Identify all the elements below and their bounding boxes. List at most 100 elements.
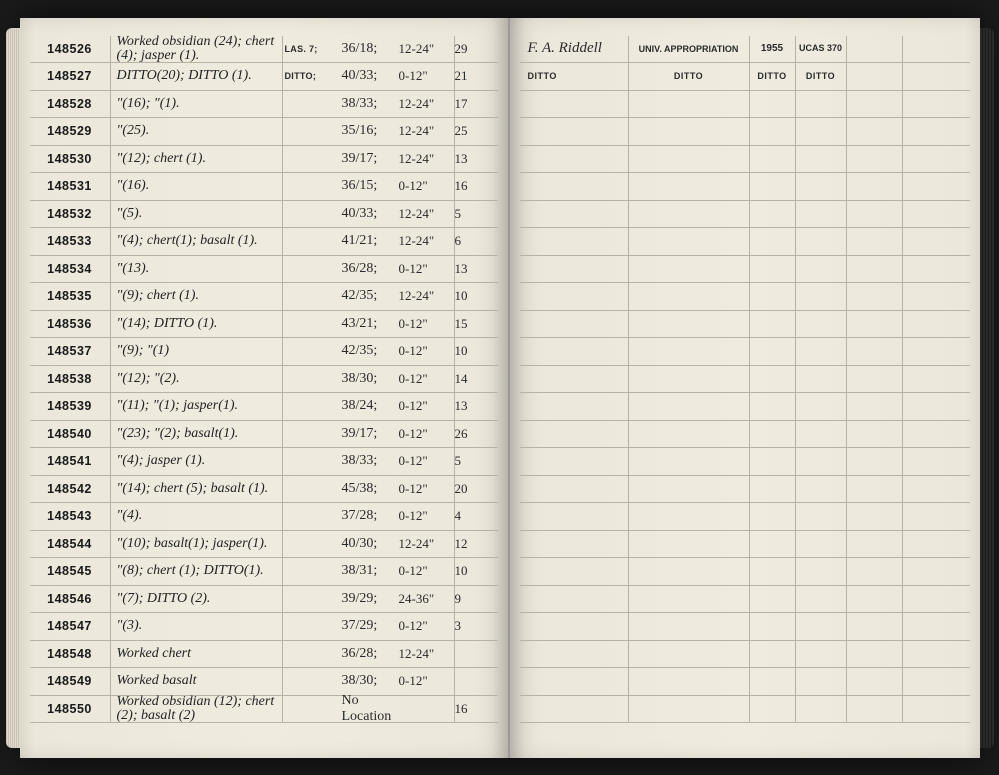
depth-col: 0-12" xyxy=(397,673,454,689)
description: "(7); DITTO (2). xyxy=(111,592,282,606)
ledger-row-right xyxy=(520,421,970,449)
description: "(4); chert(1); basalt (1). xyxy=(111,234,282,248)
code-col: DITTO xyxy=(796,72,846,81)
catalog-id: 148531 xyxy=(30,179,110,193)
right-page: F. A. RiddellUNIV. APPROPRIATION1955UCAS… xyxy=(510,18,980,758)
ledger-row: 148543"(4).37/28;0-12"4 xyxy=(30,503,498,531)
description: "(16). xyxy=(111,179,282,193)
catalog-id: 148526 xyxy=(30,42,110,56)
catalog-id: 148527 xyxy=(30,69,110,83)
page-spread: 148526Worked obsidian (24); chert (4); j… xyxy=(20,18,980,758)
catalog-id: 148540 xyxy=(30,427,110,441)
ledger-row: 148530"(12); chert (1).39/17;12-24"13 xyxy=(30,146,498,174)
depth-col: 12-24" xyxy=(397,123,454,139)
location-col: 40/33; xyxy=(340,206,397,222)
count-col: 13 xyxy=(455,261,483,277)
depth-col: 0-12" xyxy=(397,618,454,634)
description: "(14); DITTO (1). xyxy=(111,317,282,331)
location-col: 38/30; xyxy=(340,673,397,689)
ledger-row-right xyxy=(520,201,970,229)
depth-col: 0-12" xyxy=(397,508,454,524)
ledger-row: 148528"(16); "(1).38/33;12-24"17 xyxy=(30,91,498,119)
ledger-row-right xyxy=(520,311,970,339)
description: "(5). xyxy=(111,207,282,221)
ledger-row: 148535"(9); chert (1).42/35;12-24"10 xyxy=(30,283,498,311)
catalog-id: 148538 xyxy=(30,372,110,386)
depth-col: 12-24" xyxy=(397,288,454,304)
ledger-row-right xyxy=(520,338,970,366)
description: "(9); "(1) xyxy=(111,344,282,358)
catalog-id: 148550 xyxy=(30,702,110,716)
ledger-row-right xyxy=(520,228,970,256)
count-col: 16 xyxy=(455,701,483,717)
ledger-row-right xyxy=(520,448,970,476)
depth-col: 0-12" xyxy=(397,261,454,277)
ledger-row-right xyxy=(520,531,970,559)
ledger-row: 148534"(13).36/28;0-12"13 xyxy=(30,256,498,284)
description: "(25). xyxy=(111,124,282,138)
count-col: 20 xyxy=(455,481,483,497)
ledger-row: 148539"(11); "(1); jasper(1).38/24;0-12"… xyxy=(30,393,498,421)
ledger-row-right xyxy=(520,393,970,421)
description: "(10); basalt(1); jasper(1). xyxy=(111,537,282,551)
ledger-row-right xyxy=(520,91,970,119)
description: "(14); chert (5); basalt (1). xyxy=(111,482,282,496)
site-col: DITTO; xyxy=(283,71,340,81)
count-col: 10 xyxy=(455,288,483,304)
description: Worked basalt xyxy=(111,674,282,688)
depth-col: 0-12" xyxy=(397,426,454,442)
ledger-row-right xyxy=(520,146,970,174)
ledger-row-right xyxy=(520,696,970,724)
location-col: 39/29; xyxy=(340,591,397,607)
depth-col: 12-24" xyxy=(397,96,454,112)
ledger-row-right xyxy=(520,668,970,696)
ledger-row: 148549Worked basalt 38/30;0-12" xyxy=(30,668,498,696)
description: "(8); chert (1); DITTO(1). xyxy=(111,564,282,578)
count-col: 10 xyxy=(455,343,483,359)
depth-col: 0-12" xyxy=(397,371,454,387)
count-col: 25 xyxy=(455,123,483,139)
count-col: 5 xyxy=(455,206,483,222)
location-col: 36/18; xyxy=(340,41,397,57)
count-col: 13 xyxy=(455,151,483,167)
count-col: 29 xyxy=(455,41,483,57)
ledger-row: 148540"(23); "(2); basalt(1).39/17;0-12"… xyxy=(30,421,498,449)
count-col: 16 xyxy=(455,178,483,194)
depth-col: 12-24" xyxy=(397,151,454,167)
ledger-book: 148526Worked obsidian (24); chert (4); j… xyxy=(0,0,999,775)
description: "(16); "(1). xyxy=(111,97,282,111)
ledger-row: 148547"(3).37/29;0-12"3 xyxy=(30,613,498,641)
year-col: 1955 xyxy=(750,43,795,54)
ledger-row: 148537"(9); "(1)42/35;0-12"10 xyxy=(30,338,498,366)
count-col: 26 xyxy=(455,426,483,442)
ledger-row: 148536"(14); DITTO (1).43/21;0-12"15 xyxy=(30,311,498,339)
location-col: 36/28; xyxy=(340,646,397,662)
location-col: 39/17; xyxy=(340,151,397,167)
location-col: 37/29; xyxy=(340,618,397,634)
ledger-row: 148550Worked obsidian (12); chert (2); b… xyxy=(30,696,498,724)
location-col: 43/21; xyxy=(340,316,397,332)
description: "(11); "(1); jasper(1). xyxy=(111,399,282,413)
location-col: 45/38; xyxy=(340,481,397,497)
description: DITTO(20); DITTO (1). xyxy=(111,69,282,83)
catalog-id: 148533 xyxy=(30,234,110,248)
catalog-id: 148528 xyxy=(30,97,110,111)
description: "(4). xyxy=(111,509,282,523)
catalog-id: 148548 xyxy=(30,647,110,661)
catalog-id: 148537 xyxy=(30,344,110,358)
depth-col: 0-12" xyxy=(397,453,454,469)
ledger-row: 148538"(12); "(2).38/30;0-12"14 xyxy=(30,366,498,394)
catalog-id: 148549 xyxy=(30,674,110,688)
count-col: 6 xyxy=(455,233,483,249)
location-col: 38/33; xyxy=(340,96,397,112)
ledger-row: 148527DITTO(20); DITTO (1).DITTO;40/33;0… xyxy=(30,63,498,91)
ledger-row-right xyxy=(520,641,970,669)
count-col: 5 xyxy=(455,453,483,469)
depth-col: 12-24" xyxy=(397,646,454,662)
location-col: 38/31; xyxy=(340,563,397,579)
site-col: LAS. 7; xyxy=(283,44,340,54)
ledger-row-right xyxy=(520,476,970,504)
catalog-id: 148536 xyxy=(30,317,110,331)
location-col: 36/15; xyxy=(340,178,397,194)
depth-col: 12-24" xyxy=(397,206,454,222)
